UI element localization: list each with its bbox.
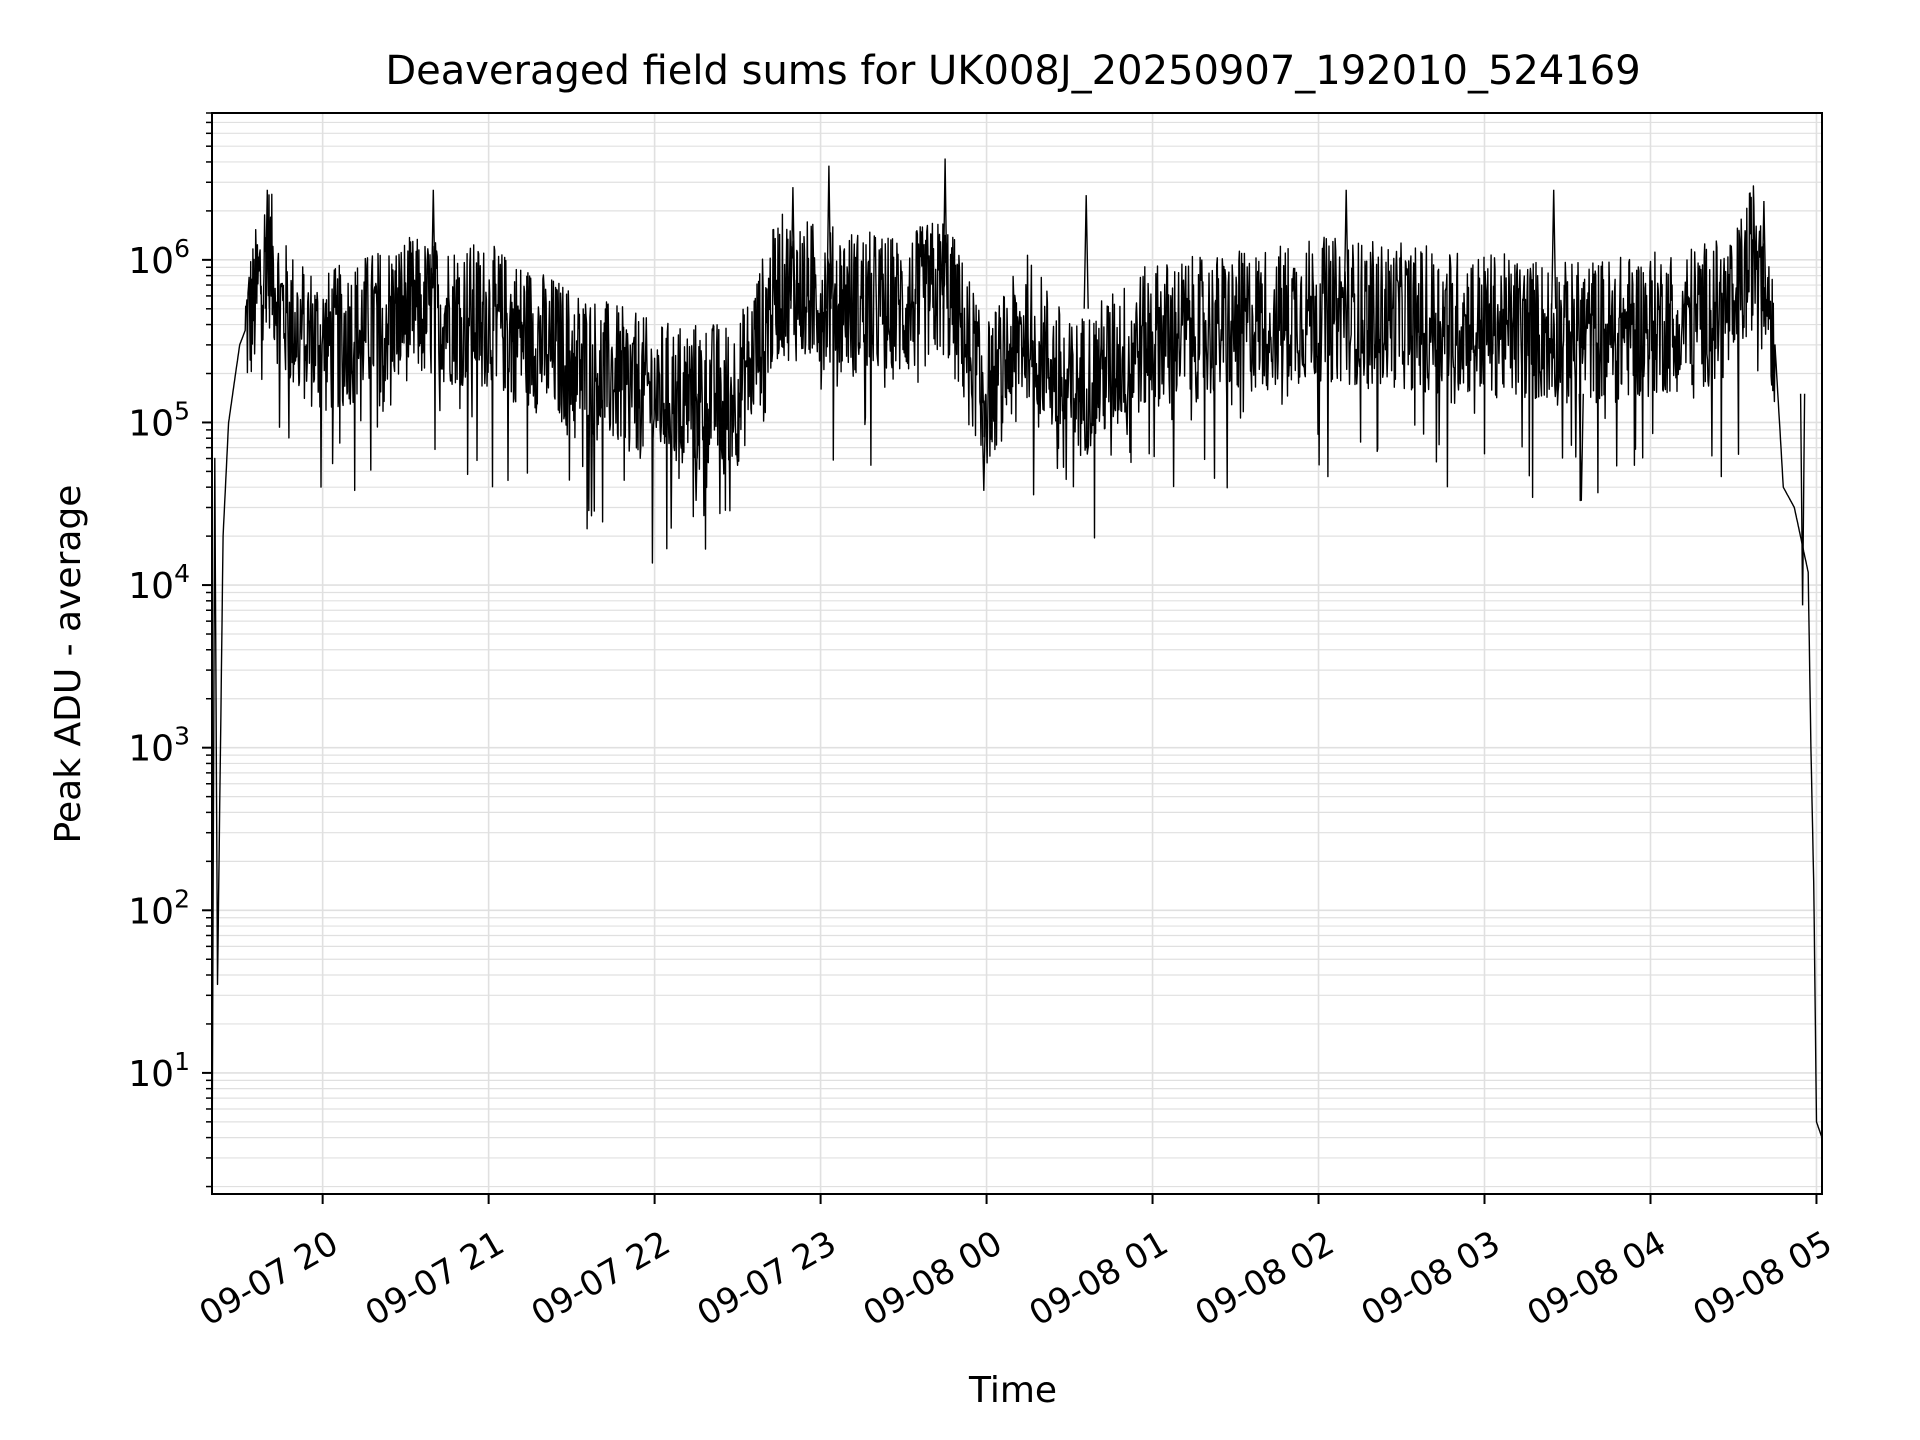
y-tick-label: 101 [128,1047,190,1095]
series-peak [264,189,270,309]
series-dip [693,393,699,501]
x-axis-label: Time [968,1370,1057,1411]
y-tick-label: 103 [128,722,190,770]
y-axis-label: Peak ADU - average [48,485,89,844]
series-peak [1083,195,1089,309]
series-peak [942,158,948,309]
series-peak [430,189,436,309]
series-peak [826,165,832,309]
series-peak [1343,189,1349,309]
series-dip [981,393,987,491]
series-layer [211,158,1823,1187]
series-peak [1551,189,1557,309]
series-dip [1578,393,1584,501]
series-peak [790,187,796,309]
y-tick-label: 106 [128,234,190,282]
y-tick-label: 105 [128,396,190,444]
plot-frame [211,112,1823,1195]
y-tick-label: 102 [128,884,190,932]
series-peak [1761,200,1767,309]
chart-title: Deaveraged field sums for UK008J_2025090… [385,48,1640,94]
y-tick-label: 104 [128,559,190,607]
y-axis-ticks: 101 102 103 104 105 106 [128,112,212,1188]
series-line [211,185,1823,1187]
series-dip [1799,393,1806,606]
